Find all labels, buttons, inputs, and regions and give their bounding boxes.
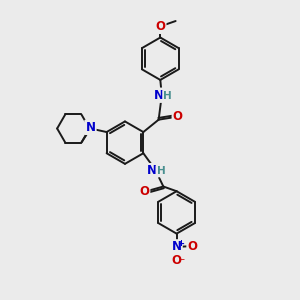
Text: N: N xyxy=(85,121,95,134)
Text: O: O xyxy=(188,240,197,253)
Text: H: H xyxy=(163,91,172,101)
Text: O: O xyxy=(139,185,149,198)
Text: N: N xyxy=(147,164,157,177)
Text: +: + xyxy=(177,239,184,248)
Text: O: O xyxy=(171,254,181,267)
Text: N: N xyxy=(172,240,182,254)
Text: O: O xyxy=(173,110,183,123)
Text: H: H xyxy=(157,166,165,176)
Text: N: N xyxy=(154,89,164,102)
Text: ⁻: ⁻ xyxy=(179,257,184,267)
Text: O: O xyxy=(155,20,165,33)
